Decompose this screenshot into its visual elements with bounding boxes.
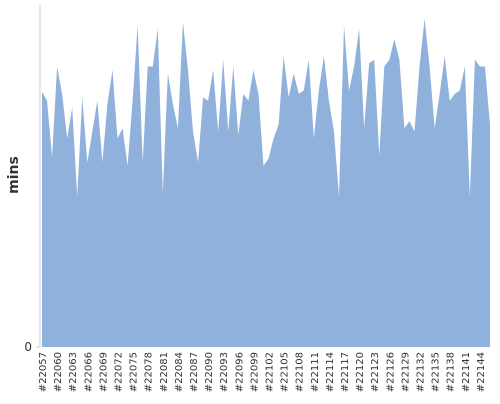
x-tick-label: #22084 (174, 352, 185, 392)
x-tick-label: #22132 (416, 352, 427, 392)
x-tick-label: #22111 (310, 352, 321, 392)
x-tick-label: #22117 (340, 352, 351, 392)
x-tick-label: #22060 (53, 352, 64, 392)
x-tick-label: #22099 (249, 352, 260, 392)
x-tick-label: #22075 (129, 352, 140, 392)
x-tick-label: #22063 (68, 352, 79, 392)
x-tick-label: #22141 (461, 352, 472, 392)
x-tick-label: #22114 (325, 352, 336, 392)
x-tick-label: #22135 (431, 352, 442, 392)
y-tick-label: 0 (24, 340, 32, 354)
x-tick-label: #22138 (446, 352, 457, 392)
x-tick-label: #22123 (370, 352, 381, 392)
x-tick-label: #22144 (476, 352, 487, 392)
x-tick-label: #22093 (219, 352, 230, 392)
x-tick-label: #22108 (295, 352, 306, 392)
x-tick-label: #22057 (38, 352, 49, 392)
x-tick-label: #22129 (400, 352, 411, 392)
x-tick-label: #22102 (265, 352, 276, 392)
x-tick-label: #22090 (204, 352, 215, 392)
y-axis-label: mins (6, 156, 22, 194)
x-tick-label: #22081 (159, 352, 170, 392)
x-tick-label: #22069 (98, 352, 109, 392)
x-tick-label: #22126 (385, 352, 396, 392)
x-tick-label: #22078 (144, 352, 155, 392)
x-tick-label: #22066 (83, 352, 94, 392)
x-tick-label: #22120 (355, 352, 366, 392)
x-tick-label: #22072 (114, 352, 125, 392)
x-tick-label: #22105 (280, 352, 291, 392)
x-tick-label: #22087 (189, 352, 200, 392)
area (42, 18, 490, 348)
x-tick-label: #22096 (234, 352, 245, 392)
